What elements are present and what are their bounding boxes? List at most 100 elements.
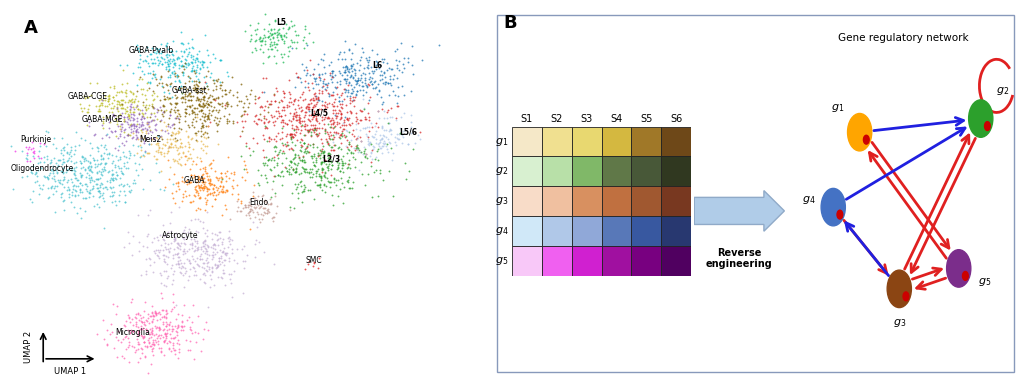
Point	[257, 34, 273, 40]
Point	[382, 105, 398, 111]
Point	[55, 159, 72, 165]
Point	[121, 155, 137, 161]
Point	[44, 175, 60, 182]
Point	[168, 302, 184, 308]
Point	[68, 183, 84, 189]
Point	[187, 137, 204, 144]
Point	[94, 120, 111, 127]
Point	[194, 106, 210, 113]
Point	[379, 67, 395, 74]
Point	[127, 160, 143, 166]
Point	[89, 176, 105, 182]
Point	[147, 339, 164, 345]
Point	[236, 158, 252, 164]
Point	[132, 64, 148, 70]
Point	[154, 145, 170, 151]
Point	[276, 112, 293, 118]
Point	[283, 131, 299, 137]
Point	[211, 188, 227, 195]
Point	[263, 111, 280, 118]
Point	[105, 113, 122, 119]
Point	[303, 169, 319, 175]
Point	[175, 251, 191, 257]
Point	[261, 33, 278, 39]
Point	[361, 117, 378, 123]
Point	[359, 99, 376, 106]
Point	[103, 109, 120, 115]
Point	[180, 134, 197, 140]
Point	[24, 170, 40, 176]
Point	[313, 148, 330, 154]
Point	[144, 312, 161, 318]
Point	[294, 157, 310, 163]
Point	[199, 268, 215, 274]
Point	[246, 182, 262, 188]
Point	[96, 144, 113, 150]
Point	[325, 132, 341, 138]
Point	[323, 117, 339, 123]
Point	[191, 59, 208, 65]
Point	[344, 131, 360, 137]
Point	[117, 118, 133, 124]
Point	[323, 121, 339, 127]
Point	[384, 114, 400, 120]
Point	[332, 80, 348, 87]
Point	[132, 326, 148, 332]
Point	[116, 129, 132, 135]
Point	[280, 104, 296, 110]
Point	[163, 141, 179, 147]
Point	[340, 68, 356, 74]
Point	[185, 171, 202, 178]
Point	[194, 264, 210, 270]
Point	[161, 320, 177, 327]
Point	[117, 126, 133, 132]
Point	[288, 168, 304, 175]
Point	[355, 96, 372, 102]
Point	[74, 172, 90, 178]
Point	[125, 128, 141, 134]
Point	[184, 36, 201, 42]
Point	[91, 97, 108, 103]
Point	[299, 84, 315, 90]
Point	[178, 153, 195, 159]
Point	[183, 136, 200, 142]
Point	[191, 102, 208, 108]
Point	[150, 46, 166, 52]
Point	[160, 148, 176, 154]
Point	[283, 158, 299, 164]
Point	[156, 307, 172, 313]
Point	[358, 89, 375, 95]
Point	[176, 96, 193, 102]
Point	[121, 148, 137, 154]
Text: UMAP 2: UMAP 2	[24, 330, 33, 363]
Point	[125, 134, 141, 140]
Point	[252, 111, 268, 117]
Point	[184, 63, 201, 69]
Point	[139, 337, 156, 343]
Point	[269, 130, 286, 136]
Point	[294, 61, 310, 67]
Point	[272, 136, 289, 142]
Point	[206, 281, 222, 288]
Point	[180, 103, 197, 109]
Point	[357, 154, 374, 160]
Point	[233, 200, 250, 207]
Point	[167, 109, 183, 115]
Point	[373, 94, 389, 100]
Point	[285, 116, 301, 122]
Point	[48, 145, 65, 151]
Point	[177, 63, 194, 70]
Point	[196, 74, 212, 80]
Point	[304, 84, 321, 91]
Point	[236, 111, 252, 117]
Point	[129, 171, 145, 178]
Point	[162, 57, 178, 63]
Point	[343, 63, 359, 69]
Point	[338, 63, 354, 69]
Point	[203, 272, 219, 278]
Point	[261, 209, 278, 215]
Point	[170, 129, 186, 135]
Point	[234, 103, 251, 110]
Point	[246, 189, 262, 195]
Point	[170, 323, 186, 329]
